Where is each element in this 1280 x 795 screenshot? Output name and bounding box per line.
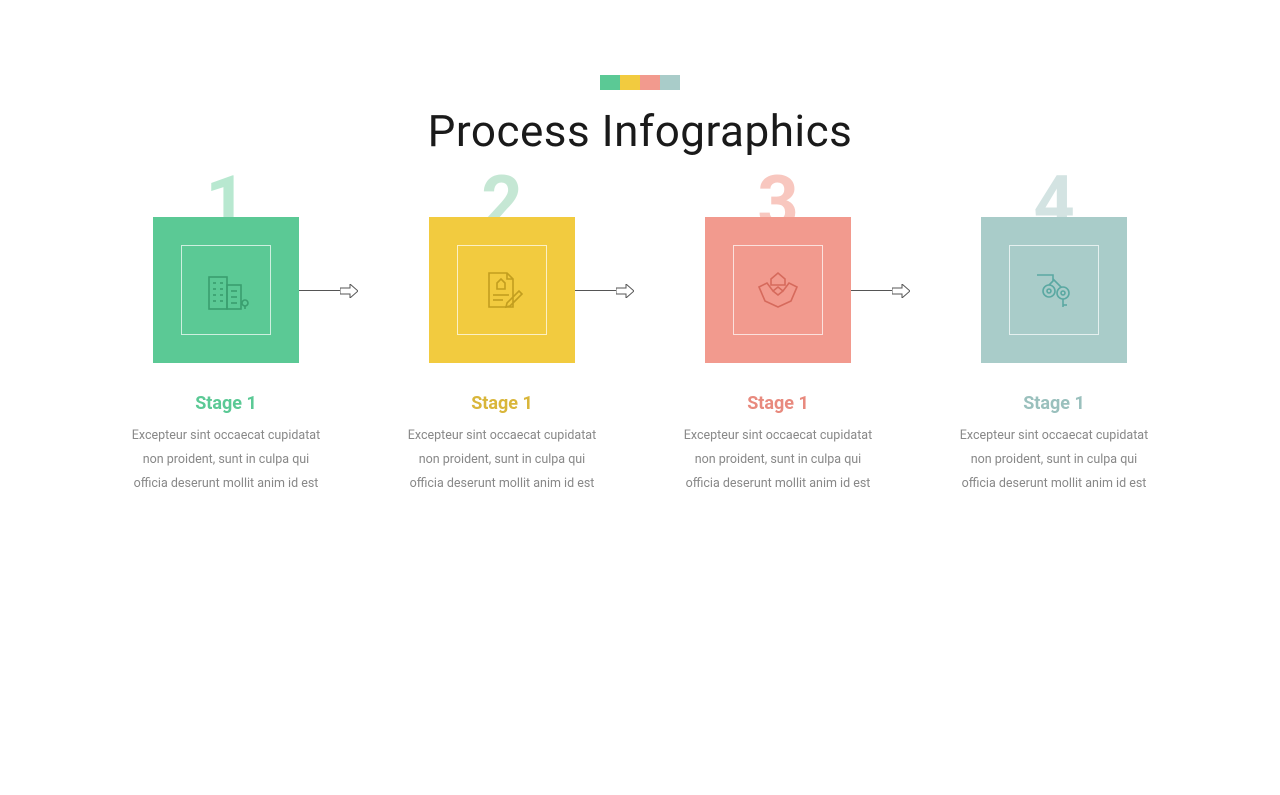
stage-3-card <box>705 217 851 363</box>
stage-4: 4 Stage 1 Excepteur sint occaecat cupida… <box>916 217 1192 495</box>
page-title: Process Infographics <box>0 105 1280 157</box>
building-icon <box>201 265 251 315</box>
stage-3-desc: Excepteur sint occaecat cupidatat non pr… <box>683 424 873 495</box>
color-strip <box>0 75 1280 90</box>
stage-2-title: Stage 1 <box>471 393 533 414</box>
stage-1: 1 Stage 1 Excepteur sint occaecat cupida… <box>88 217 364 495</box>
strip-1 <box>600 75 620 90</box>
stage-3-title: Stage 1 <box>747 393 809 414</box>
stage-3-icon-box <box>733 245 823 335</box>
arrow-2 <box>616 283 634 302</box>
arrow-3 <box>892 283 910 302</box>
stage-2-icon-box <box>457 245 547 335</box>
stage-2-card <box>429 217 575 363</box>
stage-4-title: Stage 1 <box>1023 393 1085 414</box>
keys-icon <box>1029 265 1079 315</box>
arrow-1 <box>340 283 358 302</box>
stage-1-desc: Excepteur sint occaecat cupidatat non pr… <box>131 424 321 495</box>
stage-3: 3 Stage 1 Excepteur sint occaecat cupida… <box>640 217 916 495</box>
stage-4-desc: Excepteur sint occaecat cupidatat non pr… <box>959 424 1149 495</box>
strip-2 <box>620 75 640 90</box>
stage-1-title: Stage 1 <box>195 393 257 414</box>
stage-4-icon-box <box>1009 245 1099 335</box>
handshake-icon <box>753 265 803 315</box>
stage-1-card <box>153 217 299 363</box>
strip-3 <box>640 75 660 90</box>
stage-1-icon-box <box>181 245 271 335</box>
stage-2-desc: Excepteur sint occaecat cupidatat non pr… <box>407 424 597 495</box>
stages-container: 1 Stage 1 Excepteur sint occaecat cupida… <box>0 217 1280 495</box>
document-icon <box>477 265 527 315</box>
strip-4 <box>660 75 680 90</box>
stage-2: 2 Stage 1 Excepteur sint occaecat cupida… <box>364 217 640 495</box>
stage-4-card <box>981 217 1127 363</box>
